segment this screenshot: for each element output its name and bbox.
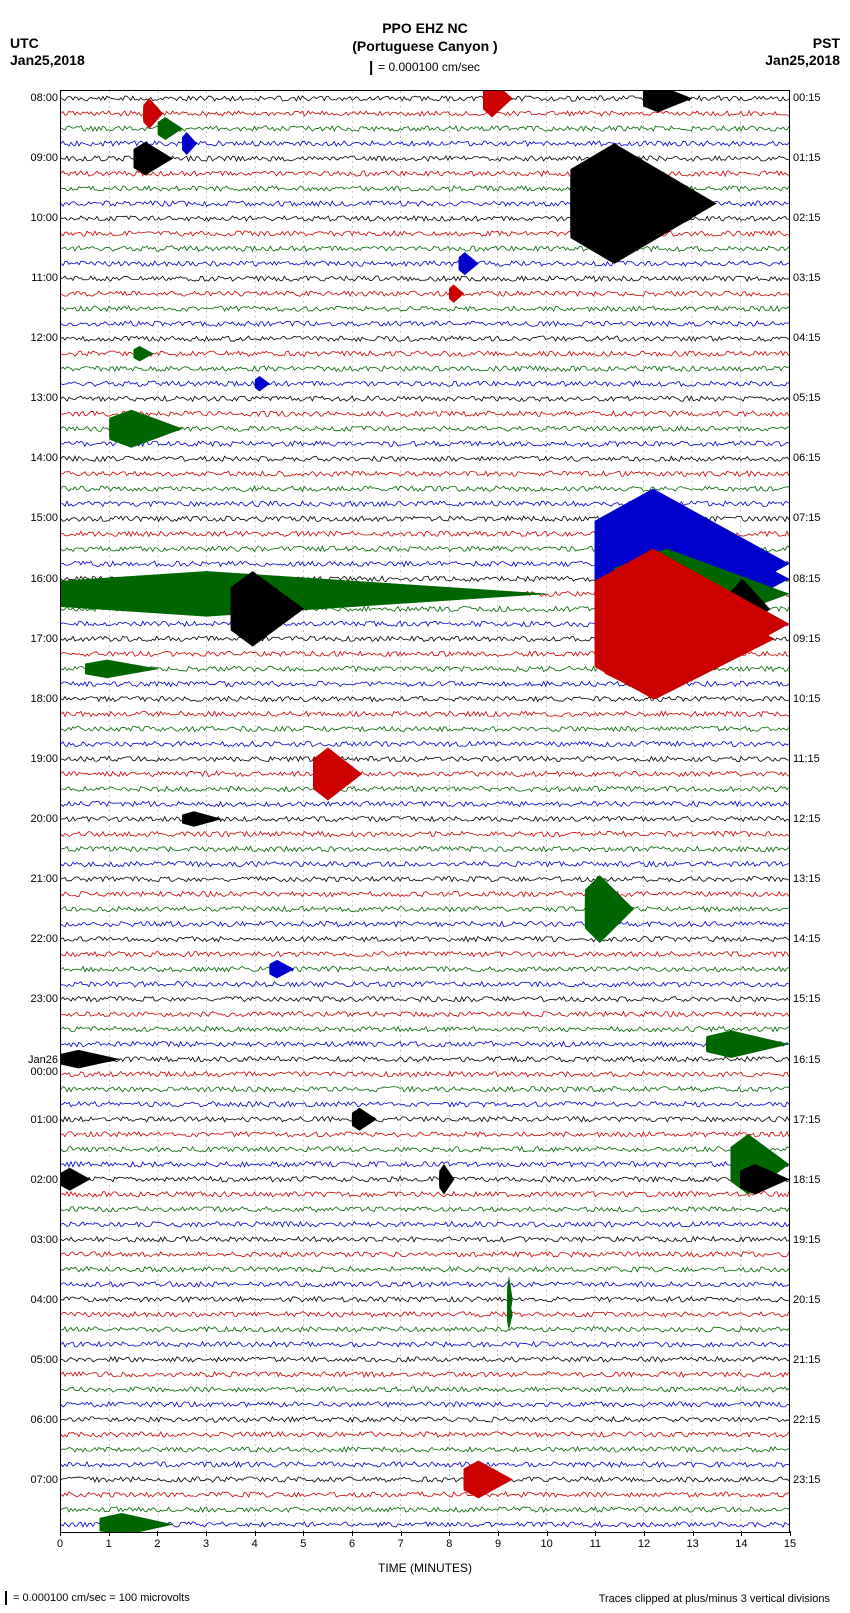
pst-hour-label: 17:15: [793, 1114, 821, 1126]
right-tz: PST: [813, 35, 840, 51]
left-tz: UTC: [10, 35, 39, 51]
scale-indicator: = 0.000100 cm/sec: [370, 60, 480, 75]
pst-hour-label: 12:15: [793, 813, 821, 825]
x-tick-label: 11: [590, 1538, 601, 1550]
x-tick-label: 15: [784, 1538, 796, 1550]
x-tick-label: 9: [495, 1538, 501, 1550]
utc-hour-label: 06:00: [30, 1414, 58, 1426]
utc-hour-label: 07:00: [30, 1474, 58, 1486]
pst-hour-label: 15:15: [793, 993, 821, 1005]
utc-hour-label: Jan26 00:00: [28, 1054, 58, 1078]
x-tick-label: 5: [300, 1538, 306, 1550]
x-axis: 0123456789101112131415: [60, 1533, 790, 1558]
x-tick-label: 13: [687, 1538, 699, 1550]
pst-hour-label: 22:15: [793, 1414, 821, 1426]
x-tick-label: 10: [541, 1538, 553, 1550]
utc-hour-label: 08:00: [30, 92, 58, 104]
x-tick-label: 8: [446, 1538, 452, 1550]
pst-hour-label: 02:15: [793, 212, 821, 224]
traces-svg: [61, 91, 789, 1532]
utc-hour-label: 16:00: [30, 573, 58, 585]
pst-hour-label: 18:15: [793, 1174, 821, 1186]
utc-hour-label: 12:00: [30, 332, 58, 344]
pst-hour-label: 10:15: [793, 693, 821, 705]
utc-hour-label: 19:00: [30, 753, 58, 765]
seismogram-plot: [60, 90, 790, 1533]
pst-hour-label: 19:15: [793, 1234, 821, 1246]
pst-hour-label: 09:15: [793, 633, 821, 645]
x-tick-label: 0: [57, 1538, 63, 1550]
utc-hour-label: 20:00: [30, 813, 58, 825]
utc-hour-label: 10:00: [30, 212, 58, 224]
utc-hour-label: 14:00: [30, 452, 58, 464]
footer-scale: = 0.000100 cm/sec = 100 microvolts: [5, 1591, 190, 1605]
station-title: PPO EHZ NC: [382, 20, 468, 36]
utc-hour-label: 02:00: [30, 1174, 58, 1186]
pst-hour-label: 06:15: [793, 452, 821, 464]
pst-hour-label: 16:15: [793, 1054, 821, 1066]
footer-note: Traces clipped at plus/minus 3 vertical …: [599, 1593, 830, 1605]
pst-hour-label: 23:15: [793, 1474, 821, 1486]
pst-hour-label: 07:15: [793, 512, 821, 524]
x-tick-label: 7: [398, 1538, 404, 1550]
utc-hour-label: 21:00: [30, 873, 58, 885]
left-date: Jan25,2018: [10, 52, 85, 68]
x-tick-label: 14: [735, 1538, 747, 1550]
pst-hour-label: 20:15: [793, 1294, 821, 1306]
x-tick-label: 4: [252, 1538, 258, 1550]
x-axis-label: TIME (MINUTES): [378, 1561, 472, 1575]
utc-hour-label: 13:00: [30, 392, 58, 404]
pst-labels: 00:15 01:15 02:15 03:15 04:15 05:15 06:15 07:15…: [790, 90, 845, 1533]
pst-hour-label: 11:15: [793, 753, 820, 765]
utc-hour-label: 09:00: [30, 152, 58, 164]
pst-hour-label: 13:15: [793, 873, 821, 885]
utc-hour-label: 04:00: [30, 1294, 58, 1306]
pst-hour-label: 08:15: [793, 573, 821, 585]
x-tick-label: 3: [203, 1538, 209, 1550]
utc-hour-label: 22:00: [30, 933, 58, 945]
pst-hour-label: 05:15: [793, 392, 821, 404]
pst-hour-label: 14:15: [793, 933, 821, 945]
utc-hour-label: 17:00: [30, 633, 58, 645]
utc-hour-label: 05:00: [30, 1354, 58, 1366]
pst-hour-label: 21:15: [793, 1354, 821, 1366]
x-tick-label: 1: [106, 1538, 112, 1550]
pst-hour-label: 01:15: [793, 152, 821, 164]
utc-hour-label: 01:00: [30, 1114, 58, 1126]
pst-hour-label: 00:15: [793, 92, 821, 104]
utc-hour-label: 23:00: [30, 993, 58, 1005]
scale-label: = 0.000100 cm/sec: [378, 60, 480, 74]
pst-hour-label: 04:15: [793, 332, 821, 344]
x-tick-label: 2: [154, 1538, 160, 1550]
header: PPO EHZ NC (Portuguese Canyon ) = 0.0001…: [0, 0, 850, 85]
utc-hour-label: 11:00: [31, 272, 58, 284]
utc-labels: 08:00 09:00 10:00 11:00 12:00 13:00 14:00 15:00…: [5, 90, 60, 1533]
utc-hour-label: 15:00: [30, 512, 58, 524]
pst-hour-label: 03:15: [793, 272, 821, 284]
x-tick-label: 12: [638, 1538, 650, 1550]
right-date: Jan25,2018: [765, 52, 840, 68]
x-tick-label: 6: [349, 1538, 355, 1550]
utc-hour-label: 18:00: [30, 693, 58, 705]
utc-hour-label: 03:00: [30, 1234, 58, 1246]
station-subtitle: (Portuguese Canyon ): [352, 38, 497, 54]
